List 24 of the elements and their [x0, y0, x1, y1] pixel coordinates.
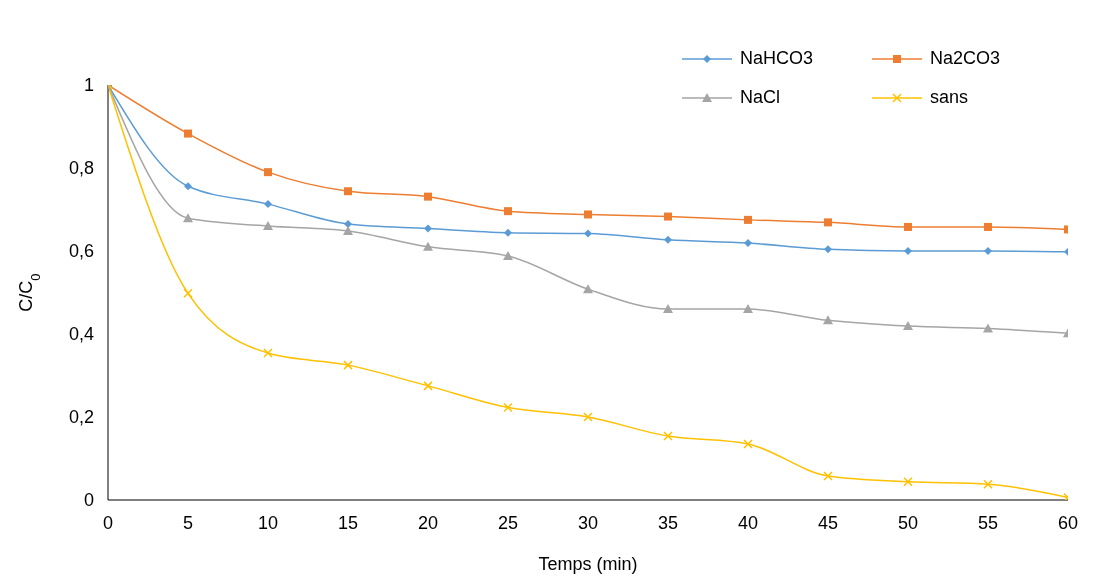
y-tick-label: 0,4 — [68, 324, 94, 345]
x-tick-label: 10 — [257, 512, 279, 533]
x-tick-label: 15 — [337, 512, 359, 533]
x-tick-label: 5 — [182, 512, 194, 533]
legend-label: NaCl — [740, 87, 781, 108]
x-tick-label: 25 — [497, 512, 519, 533]
legend-label: Na2CO3 — [930, 48, 1001, 69]
x-tick-label: 0 — [102, 512, 114, 533]
x-axis-title: Temps (min) — [538, 554, 638, 574]
y-tick-label: 0,2 — [68, 407, 94, 428]
legend-label: sans — [930, 87, 969, 108]
y-tick-label: 0,6 — [68, 241, 94, 262]
x-tick-label: 30 — [577, 512, 599, 533]
x-tick-label: 50 — [897, 512, 919, 533]
y-tick-label: 0,8 — [68, 158, 94, 179]
y-tick-label: 0 — [83, 490, 94, 511]
y-tick-label: 1 — [83, 75, 94, 96]
x-tick-label: 45 — [817, 512, 839, 533]
x-tick-label: 35 — [657, 512, 679, 533]
x-tick-label: 40 — [737, 512, 759, 533]
x-tick-label: 55 — [977, 512, 999, 533]
x-tick-label: 60 — [1057, 512, 1079, 533]
legend-label: NaHCO3 — [740, 48, 814, 69]
x-tick-label: 20 — [417, 512, 439, 533]
